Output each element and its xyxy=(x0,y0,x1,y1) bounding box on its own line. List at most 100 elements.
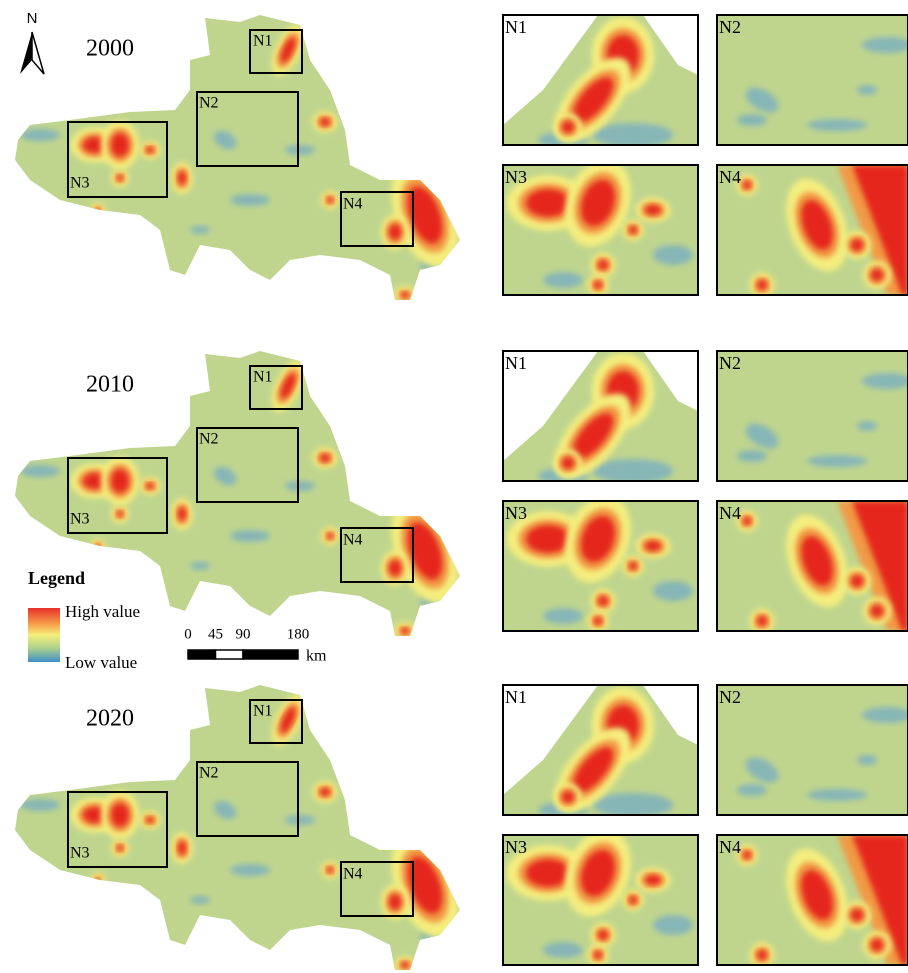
inset: N2 xyxy=(717,15,908,145)
halo xyxy=(91,203,106,218)
scale-tick-label: 45 xyxy=(208,626,223,642)
hotspot xyxy=(594,951,602,959)
inset-surface xyxy=(503,486,698,632)
hotspot xyxy=(598,260,608,270)
inset-label: N4 xyxy=(719,167,741,187)
low-area xyxy=(20,465,60,477)
hotspot xyxy=(96,208,100,212)
hotspot xyxy=(851,909,863,921)
hotspot xyxy=(562,791,574,803)
hotspot xyxy=(645,541,661,551)
scale-segment xyxy=(243,650,298,659)
halo xyxy=(91,539,106,554)
hotspot xyxy=(871,269,883,281)
hotspot xyxy=(111,803,129,827)
hotspot xyxy=(757,280,767,290)
low-area xyxy=(857,421,877,431)
scale-tick-label: 0 xyxy=(184,626,192,642)
hotspot xyxy=(401,292,409,298)
zoom-box-label: N1 xyxy=(253,703,273,720)
inset-surface xyxy=(503,15,698,155)
hotspot xyxy=(594,617,602,625)
hotspot xyxy=(146,147,154,153)
low-area xyxy=(543,942,583,958)
zoom-box-label: N4 xyxy=(343,866,363,883)
inset-surface xyxy=(717,351,908,481)
hotspot xyxy=(743,517,751,525)
figure: N Legend High value Low value 04590180km… xyxy=(0,0,908,973)
inset: N3 xyxy=(503,150,698,296)
inset: N1 xyxy=(503,351,698,491)
inset-label: N4 xyxy=(719,837,741,857)
low-area xyxy=(593,123,673,147)
hotspot xyxy=(389,894,401,910)
low-area xyxy=(807,789,867,801)
inset: N4 xyxy=(717,165,908,298)
hotspot xyxy=(645,875,661,885)
hotspot xyxy=(401,628,409,634)
scale-segment xyxy=(188,650,216,659)
hotspot xyxy=(327,867,333,873)
hotspot xyxy=(757,616,767,626)
low-area xyxy=(230,530,270,542)
hotspot xyxy=(389,224,401,240)
hotspot xyxy=(117,845,123,851)
north-label: N xyxy=(27,10,38,27)
low-area xyxy=(190,562,210,570)
inset: N2 xyxy=(717,351,908,481)
low-area xyxy=(285,481,315,491)
low-area xyxy=(653,915,693,935)
legend-ramp xyxy=(28,608,60,662)
hotspot xyxy=(146,817,154,823)
inset: N3 xyxy=(503,486,698,632)
year-label: 2020 xyxy=(86,706,134,732)
inset: N4 xyxy=(717,835,908,968)
hotspot xyxy=(178,507,186,521)
hotspot xyxy=(320,454,330,462)
hotspot xyxy=(629,226,637,234)
hotspot xyxy=(629,896,637,904)
inset: N2 xyxy=(717,685,908,815)
inset-surface xyxy=(503,685,698,825)
zoom-box-label: N3 xyxy=(70,511,90,528)
inset-label: N2 xyxy=(719,353,741,373)
hotspot xyxy=(117,175,123,181)
legend-high: High value xyxy=(65,602,140,621)
hotspot xyxy=(117,511,123,517)
hotspot xyxy=(871,605,883,617)
inset: N4 xyxy=(717,501,908,634)
inset-label: N1 xyxy=(505,17,527,37)
halo xyxy=(94,206,103,215)
scale-tick-label: 90 xyxy=(236,626,251,642)
legend-low: Low value xyxy=(65,653,137,672)
map-panel: 2010N1N2N3N4 xyxy=(15,351,472,640)
hotspot xyxy=(562,457,574,469)
inset-label: N4 xyxy=(719,503,741,523)
hotspot xyxy=(526,525,570,553)
low-area xyxy=(807,455,867,467)
halo xyxy=(94,876,103,885)
zoom-box-label: N1 xyxy=(253,33,273,50)
hotspot xyxy=(96,878,100,882)
inset-surface xyxy=(717,685,908,815)
hotspot xyxy=(146,483,154,489)
hotspot xyxy=(178,841,186,855)
low-area xyxy=(20,799,60,811)
low-area xyxy=(285,145,315,155)
zoom-box-label: N1 xyxy=(253,369,273,386)
inset: N1 xyxy=(503,685,698,825)
inset-surface xyxy=(717,835,908,968)
low-area xyxy=(230,864,270,876)
legend-title: Legend xyxy=(28,568,85,588)
zoom-box-label: N3 xyxy=(70,845,90,862)
hotspot xyxy=(327,533,333,539)
inset-surface xyxy=(503,150,698,296)
hotspot xyxy=(743,851,751,859)
hotspot xyxy=(320,788,330,796)
hotspot xyxy=(178,171,186,185)
low-area xyxy=(285,815,315,825)
hotspot xyxy=(327,197,333,203)
low-area xyxy=(230,194,270,206)
low-area xyxy=(653,581,693,601)
hotspot xyxy=(96,544,100,548)
